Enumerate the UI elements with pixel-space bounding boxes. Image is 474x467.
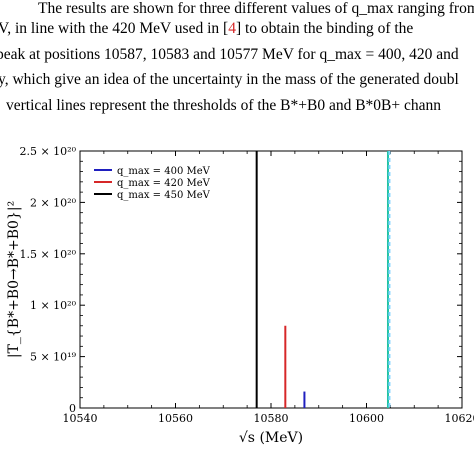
x-tick-label: 10600 <box>349 412 384 425</box>
paper-line-3: peak at positions 10587, 10583 and 10577… <box>0 46 459 63</box>
x-axis-title: √s (MeV) <box>239 430 303 446</box>
paper-line-2-pre: V, in line with the 420 MeV used in [ <box>0 20 229 37</box>
paper-line-4: y, which give an idea of the uncertainty… <box>0 71 459 88</box>
y-tick-label: 2 × 10²⁰ <box>30 196 77 209</box>
y-tick-label: 0 <box>69 402 76 415</box>
paper-line-5: vertical lines represent the thresholds … <box>6 97 442 114</box>
x-tick-label: 10580 <box>254 412 289 425</box>
paper-line-2: V, in line with the 420 MeV used in [4] … <box>0 20 413 38</box>
x-tick-label: 10540 <box>63 412 98 425</box>
x-tick-label: 10560 <box>158 412 193 425</box>
y-tick-label: 1 × 10²⁰ <box>30 299 77 312</box>
legend-label: q_max = 450 MeV <box>117 190 211 201</box>
y-axis-title: |T_{B*+B0→B*+B0}|² <box>6 201 22 358</box>
y-tick-label: 1.5 × 10²⁰ <box>19 248 76 261</box>
legend-label: q_max = 420 MeV <box>117 178 211 189</box>
paper-line-2-post: ] to obtain the binding of the <box>235 20 414 37</box>
y-tick-label: 2.5 × 10²⁰ <box>19 145 76 158</box>
citation-link[interactable]: 4 <box>228 20 236 37</box>
paper-line-1: The results are shown for three differen… <box>38 0 474 17</box>
y-tick-label: 5 × 10¹⁹ <box>30 351 77 364</box>
legend-label: q_max = 400 MeV <box>117 166 211 177</box>
